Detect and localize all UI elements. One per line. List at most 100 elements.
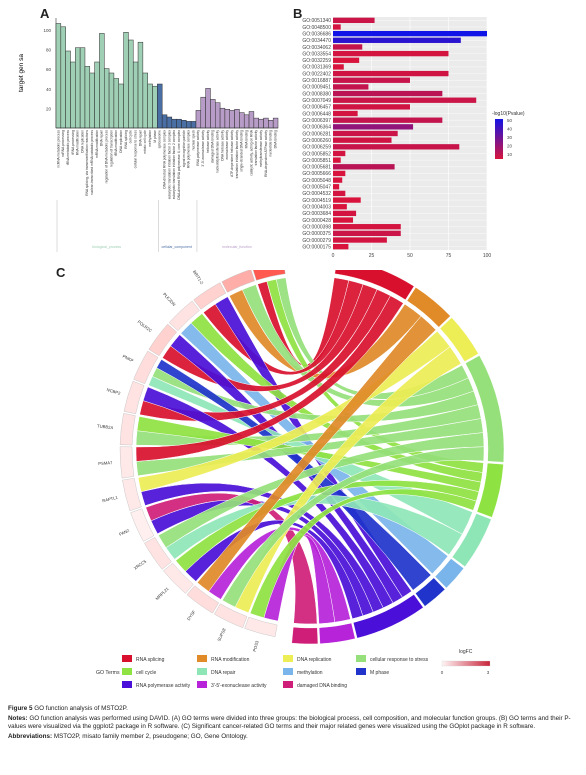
panel-a-xtick: translation factor activity <box>254 130 258 166</box>
chord-term-arc <box>318 622 356 644</box>
panel-b-bar <box>333 150 346 157</box>
panel-b-bar <box>333 84 369 90</box>
panel-b-bar <box>333 130 398 137</box>
panel-b-legend-tick: 20 <box>507 144 513 149</box>
chord-gene-arc <box>214 603 248 628</box>
panel-a-bar <box>142 72 148 129</box>
panel-a-bar <box>190 121 197 129</box>
panel-b-legend-colorbar <box>495 119 503 159</box>
panel-b-ytick: GO:0022402 <box>302 71 331 77</box>
chord-gene-label: SUPS8 <box>216 627 227 642</box>
chord-gene-arc <box>193 282 227 310</box>
panel-a-xtick: signal recognition particle <box>182 130 186 167</box>
panel-a-xtick: RNA modification <box>76 130 80 155</box>
chord-gene-arc <box>119 413 136 446</box>
panel-a-bar <box>253 117 259 129</box>
panel-b-bar <box>333 37 461 43</box>
panel-b-ytick: GO:0000175 <box>302 244 331 250</box>
chord-gene-label: BRIT1-2 <box>192 270 205 286</box>
panel-a-group-label: molecular_function <box>222 245 251 249</box>
notes-label: Notes: <box>8 714 28 722</box>
chord-legend-swatch <box>283 681 293 688</box>
chord-gene-label: POLR2C <box>137 319 153 333</box>
abbreviations-text: MSTO2P, misato family member 2, pseudoge… <box>53 732 248 740</box>
panel-b-bar <box>333 170 346 177</box>
panel-a-bar <box>99 33 105 129</box>
panel-a-xtick: tRNA modification <box>114 130 118 156</box>
chord-legend-label: DNA replication <box>297 657 332 663</box>
panel-a-xtick: RNA splicing, via transesterification re… <box>85 130 89 196</box>
panel-b-legend-title: -log10(Pvalue) <box>492 111 525 117</box>
panel-b-ytick: GO:0033554 <box>302 51 331 57</box>
chord-legend-swatch <box>197 668 207 675</box>
chord-term-arc <box>434 558 464 589</box>
panel-b-ytick: GO:0006397 <box>302 118 331 124</box>
panel-b-ytick: GO:0000398 <box>302 225 331 231</box>
panel-a-bar <box>132 61 139 129</box>
chord-legend-title: GO Terms <box>96 670 120 676</box>
panel-b-ytick: GO:0048500 <box>302 25 331 31</box>
panel-a-bar <box>108 72 115 129</box>
panel-b-bar <box>333 204 347 210</box>
panel-c-label: C <box>56 265 66 280</box>
panel-b-bar <box>333 97 477 103</box>
panel-a-xtick: helicase activity <box>206 130 210 153</box>
panel-a-bar <box>147 83 153 129</box>
panel-a-xtick: regulation of transcription <box>109 130 113 167</box>
panel-a-xtick: nuclear speck <box>191 130 195 151</box>
panel-a-bar <box>176 118 182 129</box>
panel-a-xtick: DNA-directed RNA polymerase II, core com… <box>177 130 181 200</box>
panel-a-bar <box>181 120 187 129</box>
chord-legend-swatch <box>122 655 132 662</box>
panel-a-bar <box>229 110 235 129</box>
panel-a-xtick: translation initiation factor activity <box>235 130 239 179</box>
panel-b-ytick: GO:0016887 <box>302 78 331 84</box>
chord-legend-label: DNA repair <box>211 670 236 676</box>
chord-gene-label: RAPTL1 <box>102 495 119 504</box>
panel-a-xtick: DNA repair <box>100 129 104 146</box>
panel-a-bar <box>157 83 163 129</box>
figure-number: Figure 5 <box>8 705 33 712</box>
panel-a-bar <box>60 26 66 129</box>
panel-a-xtick: single-stranded DNA binding <box>240 130 244 172</box>
chord-gene-label: POS3 <box>252 640 260 653</box>
chord-term-arc <box>465 355 505 463</box>
panel-a-bar <box>55 23 62 129</box>
panel-a-xtick: RNA binding <box>245 130 249 148</box>
panel-a-bar <box>258 118 264 129</box>
chord-ribbon <box>140 482 384 613</box>
panel-b-ytick: GO:0006448 <box>302 111 331 117</box>
chord-term-arc <box>439 317 479 362</box>
chord-legend-swatch <box>283 668 293 675</box>
panel-a-bar <box>166 116 173 129</box>
panel-a-xtick: DNA-directed RNA polymerase complex <box>162 130 166 189</box>
panel-a-xtick: DNA helicase activity <box>220 130 224 161</box>
panel-b-ytick: GO:0006281 <box>302 131 331 137</box>
panel-a-xtick: nucleotide binding <box>269 130 273 157</box>
panel-a-bar <box>152 85 158 129</box>
panel-a-bar <box>243 114 250 129</box>
chord-legend-swatch <box>356 668 366 675</box>
chord-gene-arc <box>186 585 219 614</box>
panel-a-ytick: 40 <box>46 87 52 92</box>
panel-a-bar <box>137 41 144 129</box>
chord-logfc-colorbar <box>441 660 491 667</box>
panel-b-ytick: GO:0006364 <box>302 125 331 131</box>
panel-b-bar <box>333 64 344 70</box>
panel-b-bar <box>333 184 340 190</box>
panel-b-bar <box>333 90 443 97</box>
panel-b-xtick: 100 <box>483 253 492 259</box>
chord-gene-arc <box>144 537 172 570</box>
panel-a-bar <box>186 121 192 129</box>
panel-b-bar <box>333 210 357 217</box>
panel-b-bar <box>333 177 343 183</box>
panel-a-bar <box>161 114 168 129</box>
chord-term-arc <box>291 626 319 645</box>
panel-c-chord-diagram: RECQL4CDKNBRIT1-2PLK2DNPOLR2CPNKPNCBP2TU… <box>96 270 505 689</box>
panel-a-xtick: M phase <box>153 130 157 143</box>
panel-a-bar <box>195 110 202 129</box>
panel-b-bar <box>333 197 361 203</box>
panel-b-ytick: GO:0005047 <box>302 185 331 191</box>
panel-a-xtick: mRNA modification <box>95 130 99 158</box>
chord-ribbon <box>241 284 475 408</box>
